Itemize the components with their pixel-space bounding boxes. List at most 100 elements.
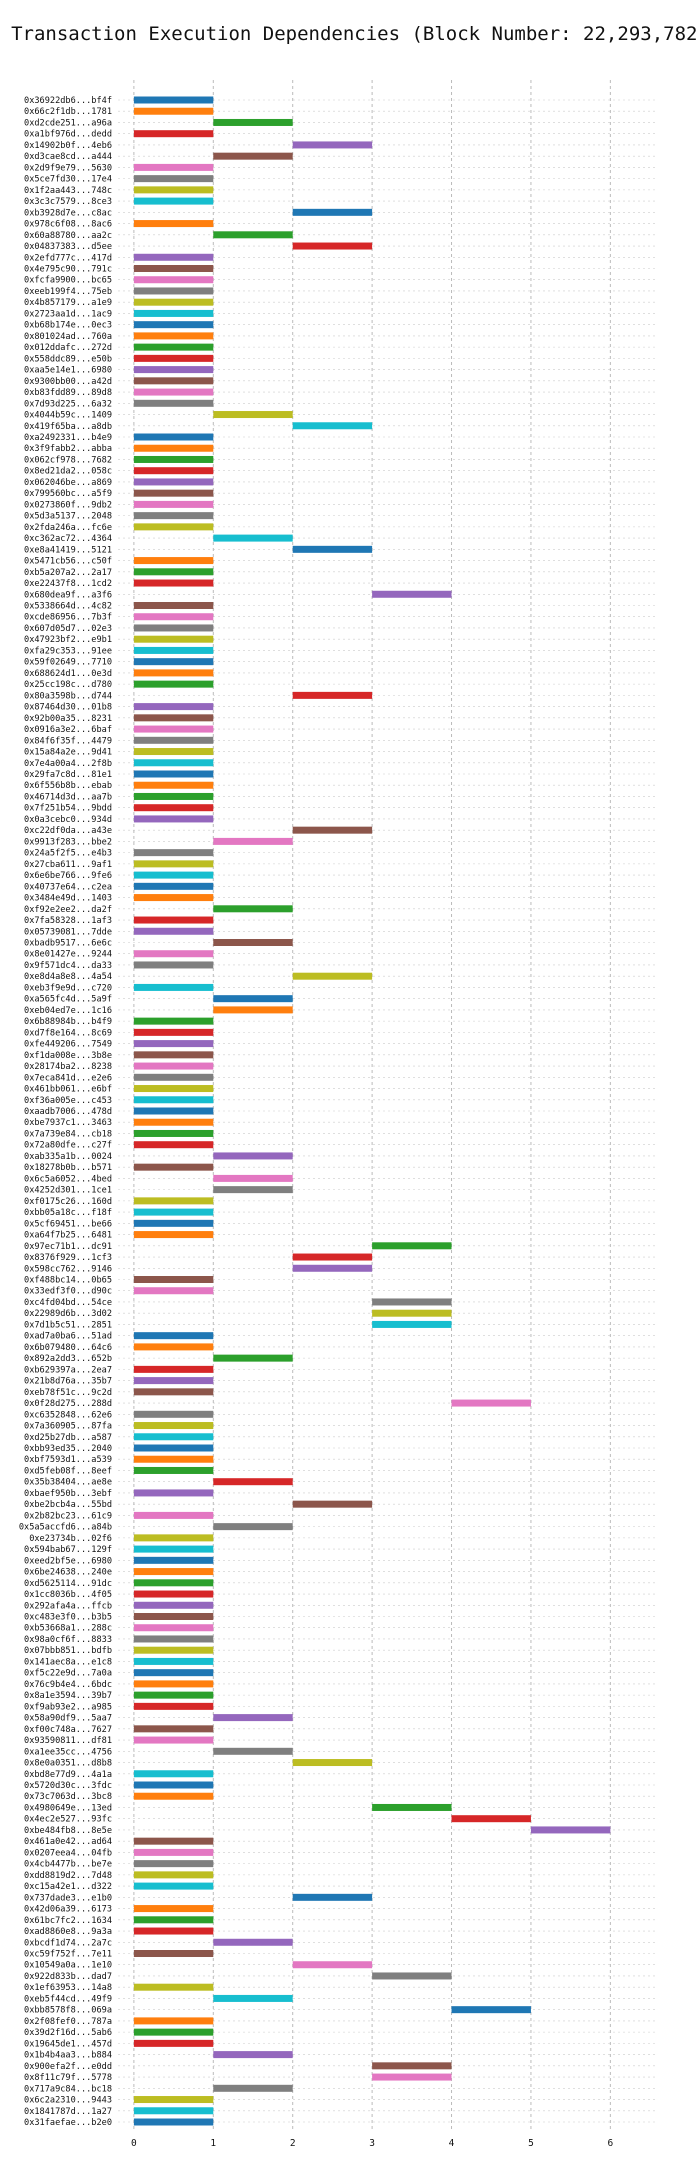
transaction-label: 0x7a739e84...cb18	[24, 1129, 112, 1139]
transaction-label: 0x9f571dc4...da33	[24, 961, 112, 971]
dependency-bar	[133, 736, 214, 744]
dependency-bar	[213, 1174, 293, 1182]
transaction-label: 0xfe449206...7549	[24, 1040, 112, 1050]
transaction-label: 0x717a9c84...bc18	[24, 2084, 112, 2094]
transaction-label: 0x2efd777c...417d	[24, 253, 112, 263]
dependency-bar	[213, 1152, 293, 1160]
dependency-bar	[292, 1264, 373, 1272]
transaction-label: 0x4cb4477b...be7e	[24, 1860, 112, 1870]
transaction-label: 0x72a80dfe...c27f	[24, 1141, 112, 1151]
dependency-bar	[133, 388, 214, 396]
transaction-label: 0xab335a1b...0024	[24, 1152, 112, 1162]
dependency-bar	[133, 894, 214, 902]
dependency-bar	[133, 770, 214, 778]
transaction-label: 0x93590811...df81	[24, 1736, 112, 1746]
transaction-label: 0xbf7593d1...a539	[24, 1455, 112, 1465]
transaction-label: 0xa2492331...b4e9	[24, 433, 112, 443]
transaction-label: 0xaa5e14e1...6980	[24, 366, 112, 376]
transaction-label: 0x05739081...7dde	[24, 927, 112, 937]
dependency-bar	[133, 1062, 214, 1070]
transaction-label: 0xf00c748a...7627	[24, 1725, 112, 1735]
dependency-bar	[133, 815, 214, 823]
dependency-bar	[133, 725, 214, 733]
dependency-bar	[133, 1657, 214, 1665]
dependency-bar	[133, 1129, 214, 1137]
dependency-bar	[133, 489, 214, 497]
dependency-bar	[451, 1815, 531, 1823]
dependency-bar	[133, 1579, 214, 1587]
transaction-label: 0x2f08fef0...787a	[24, 2017, 112, 2027]
transaction-label: 0xeed2bf5e...6980	[24, 1556, 112, 1566]
dependency-bar	[133, 130, 214, 138]
dependency-bar	[213, 231, 293, 239]
transaction-label: 0x9300bb00...a42d	[24, 377, 112, 387]
transaction-label: 0xf9ab93e2...a985	[24, 1702, 112, 1712]
transaction-label: 0x6be24638...240e	[24, 1568, 112, 1578]
transaction-label: 0x84f6f35f...4479	[24, 736, 112, 746]
transaction-label: 0xb3928d7e...c8ac	[24, 208, 112, 218]
transaction-label: 0x35b38404...ae8e	[24, 1478, 112, 1488]
dependency-bar	[133, 1545, 214, 1553]
dependency-bar	[133, 1073, 214, 1081]
transaction-label: 0x062cf978...7682	[24, 455, 112, 465]
transaction-label: 0xeb3f9e9d...c720	[24, 983, 112, 993]
dependency-bar	[133, 1613, 214, 1620]
dependency-bar	[133, 579, 214, 587]
dependency-bar	[133, 321, 214, 329]
dependency-bar	[133, 220, 214, 228]
transaction-label: 0x47923bf2...e9b1	[24, 635, 112, 645]
transaction-label: 0x22989d6b...3d02	[24, 1309, 112, 1319]
transaction-label: 0x5d3a5137...2048	[24, 512, 112, 522]
transaction-label: 0x1ef63953...14a8	[24, 1983, 112, 1993]
transaction-label: 0x1f2aa443...748c	[24, 186, 112, 196]
transaction-label: 0x8376f929...1cf3	[24, 1253, 112, 1263]
dependency-bar	[372, 1298, 452, 1306]
transaction-label: 0xbaef950b...3ebf	[24, 1489, 112, 1499]
transaction-label: 0x6b88984b...b4f9	[24, 1017, 112, 1027]
transaction-label: 0xd5feb08f...8eef	[24, 1466, 112, 1476]
dependency-bar	[133, 175, 214, 183]
transaction-label: 0x978c6f08...8ac6	[24, 220, 112, 230]
transaction-label: 0xe22437f8...1cd2	[24, 579, 112, 589]
transaction-label: 0x892a2dd3...652b	[24, 1354, 112, 1364]
dependency-bar	[372, 1309, 452, 1317]
transaction-label: 0x0f28d275...288d	[24, 1399, 112, 1409]
transaction-label: 0x012ddafc...272d	[24, 343, 112, 353]
dependency-bar	[133, 568, 214, 576]
dependency-bar	[133, 1276, 214, 1283]
dependency-bar	[213, 1354, 293, 1362]
transaction-label: 0x688624d1...0e3d	[24, 669, 112, 679]
transaction-label: 0x4e795c90...791c	[24, 265, 112, 275]
x-axis-ticks: 0 1 2 3 4 5 6	[131, 2138, 613, 2149]
dependency-bar	[133, 1332, 214, 1340]
transaction-label: 0xf36a005e...c453	[24, 1096, 112, 1106]
dependency-bar	[133, 1028, 214, 1036]
dependency-bar	[133, 1163, 214, 1171]
dependency-bar	[133, 1635, 214, 1643]
dependency-bar	[133, 557, 214, 565]
dependency-bar	[213, 1523, 293, 1531]
dependency-bar	[133, 1590, 214, 1598]
transaction-label: 0x2b82bc23...61c9	[24, 1511, 112, 1521]
transaction-label: 0x46714d3d...aa7b	[24, 792, 112, 802]
dependency-bar	[133, 1725, 214, 1733]
dependency-bar	[133, 1017, 214, 1025]
dependency-bar	[213, 534, 293, 542]
dependency-bar	[133, 849, 214, 857]
dependency-bar	[133, 163, 214, 171]
transaction-label: 0xdd8819d2...7d48	[24, 1871, 112, 1881]
transaction-label: 0x3f9fabb2...abba	[24, 444, 112, 454]
transaction-label: 0x61bc7fc2...1634	[24, 1916, 112, 1926]
dependency-bar	[133, 1691, 214, 1699]
transaction-label: 0xeb5f44cd...49f9	[24, 1994, 112, 2004]
dependency-bar	[133, 1287, 214, 1295]
transaction-label: 0xe8d4a8e8...4a54	[24, 972, 112, 982]
transaction-label: 0xaadb7006...478d	[24, 1107, 112, 1117]
transaction-label: 0x5338664d...4c82	[24, 602, 112, 612]
transaction-label: 0x15a84a2e...9d41	[24, 748, 112, 758]
transaction-label: 0xbb8578f8...069a	[24, 2006, 112, 2016]
dependency-bar	[133, 1455, 214, 1463]
transaction-label: 0x92b00a35...8231	[24, 714, 112, 724]
dependency-bar	[372, 1803, 452, 1811]
dependency-bar	[133, 1702, 214, 1710]
